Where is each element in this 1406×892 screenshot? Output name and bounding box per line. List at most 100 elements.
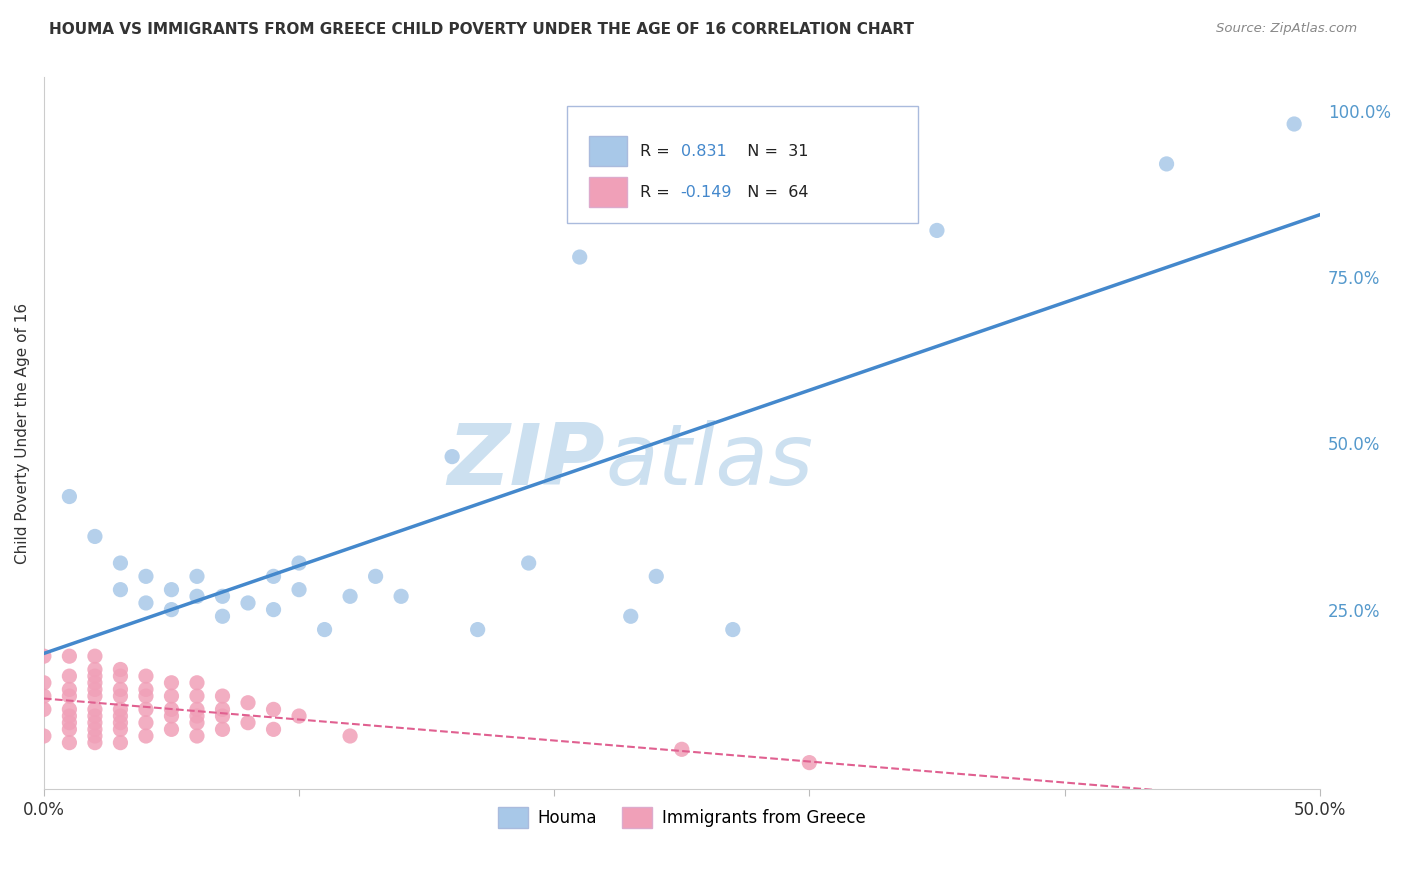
- Point: [135, 682, 157, 697]
- Point: [314, 623, 336, 637]
- Point: [467, 623, 489, 637]
- Point: [721, 623, 744, 637]
- Point: [58, 649, 80, 664]
- Point: [236, 696, 259, 710]
- Point: [389, 590, 412, 604]
- Point: [58, 715, 80, 730]
- Point: [110, 689, 132, 703]
- Point: [58, 669, 80, 683]
- Point: [32, 689, 55, 703]
- Point: [160, 723, 183, 737]
- FancyBboxPatch shape: [567, 106, 918, 223]
- Point: [186, 590, 208, 604]
- Bar: [589, 136, 627, 166]
- Point: [186, 675, 208, 690]
- Legend: Houma, Immigrants from Greece: Houma, Immigrants from Greece: [491, 801, 873, 834]
- Point: [84, 715, 107, 730]
- Text: R =: R =: [640, 185, 675, 200]
- Point: [58, 682, 80, 697]
- Point: [160, 675, 183, 690]
- Point: [84, 682, 107, 697]
- Text: -0.149: -0.149: [681, 185, 733, 200]
- Point: [84, 649, 107, 664]
- Point: [110, 582, 132, 597]
- Point: [135, 596, 157, 610]
- Bar: [589, 178, 627, 207]
- Point: [263, 702, 285, 716]
- Point: [288, 709, 311, 723]
- Point: [135, 702, 157, 716]
- Point: [263, 569, 285, 583]
- Point: [211, 702, 233, 716]
- Point: [135, 569, 157, 583]
- Point: [186, 689, 208, 703]
- Point: [32, 702, 55, 716]
- Point: [160, 709, 183, 723]
- Point: [263, 602, 285, 616]
- Point: [84, 709, 107, 723]
- Point: [441, 450, 464, 464]
- Point: [84, 669, 107, 683]
- Point: [186, 709, 208, 723]
- Point: [84, 663, 107, 677]
- Point: [135, 689, 157, 703]
- Point: [32, 649, 55, 664]
- Point: [211, 609, 233, 624]
- Point: [58, 490, 80, 504]
- Point: [186, 569, 208, 583]
- Text: R =: R =: [640, 144, 679, 159]
- Point: [364, 569, 387, 583]
- Point: [110, 663, 132, 677]
- Point: [1282, 117, 1305, 131]
- Point: [211, 689, 233, 703]
- Point: [186, 729, 208, 743]
- Point: [339, 590, 361, 604]
- Point: [84, 723, 107, 737]
- Point: [236, 715, 259, 730]
- Point: [58, 689, 80, 703]
- Point: [84, 729, 107, 743]
- Point: [110, 669, 132, 683]
- Text: ZIP: ZIP: [447, 420, 605, 503]
- Point: [1156, 157, 1178, 171]
- Point: [517, 556, 540, 570]
- Point: [160, 689, 183, 703]
- Text: N =  31: N = 31: [737, 144, 808, 159]
- Point: [160, 702, 183, 716]
- Point: [58, 723, 80, 737]
- Point: [645, 569, 668, 583]
- Point: [236, 596, 259, 610]
- Point: [135, 715, 157, 730]
- Point: [110, 702, 132, 716]
- Point: [110, 736, 132, 750]
- Point: [135, 669, 157, 683]
- Point: [58, 709, 80, 723]
- Point: [58, 736, 80, 750]
- Point: [110, 556, 132, 570]
- Point: [211, 709, 233, 723]
- Text: 0.831: 0.831: [681, 144, 727, 159]
- Point: [925, 223, 948, 237]
- Point: [32, 729, 55, 743]
- Point: [58, 702, 80, 716]
- Point: [84, 689, 107, 703]
- Point: [110, 715, 132, 730]
- Text: N =  64: N = 64: [737, 185, 808, 200]
- Point: [84, 736, 107, 750]
- Point: [84, 702, 107, 716]
- Point: [110, 682, 132, 697]
- Point: [160, 602, 183, 616]
- Point: [160, 582, 183, 597]
- Point: [186, 702, 208, 716]
- Text: Source: ZipAtlas.com: Source: ZipAtlas.com: [1216, 22, 1357, 36]
- Point: [110, 709, 132, 723]
- Point: [263, 723, 285, 737]
- Point: [799, 756, 821, 770]
- Point: [568, 250, 591, 264]
- Point: [288, 556, 311, 570]
- Point: [186, 715, 208, 730]
- Point: [110, 723, 132, 737]
- Point: [32, 675, 55, 690]
- Point: [84, 529, 107, 543]
- Point: [671, 742, 693, 756]
